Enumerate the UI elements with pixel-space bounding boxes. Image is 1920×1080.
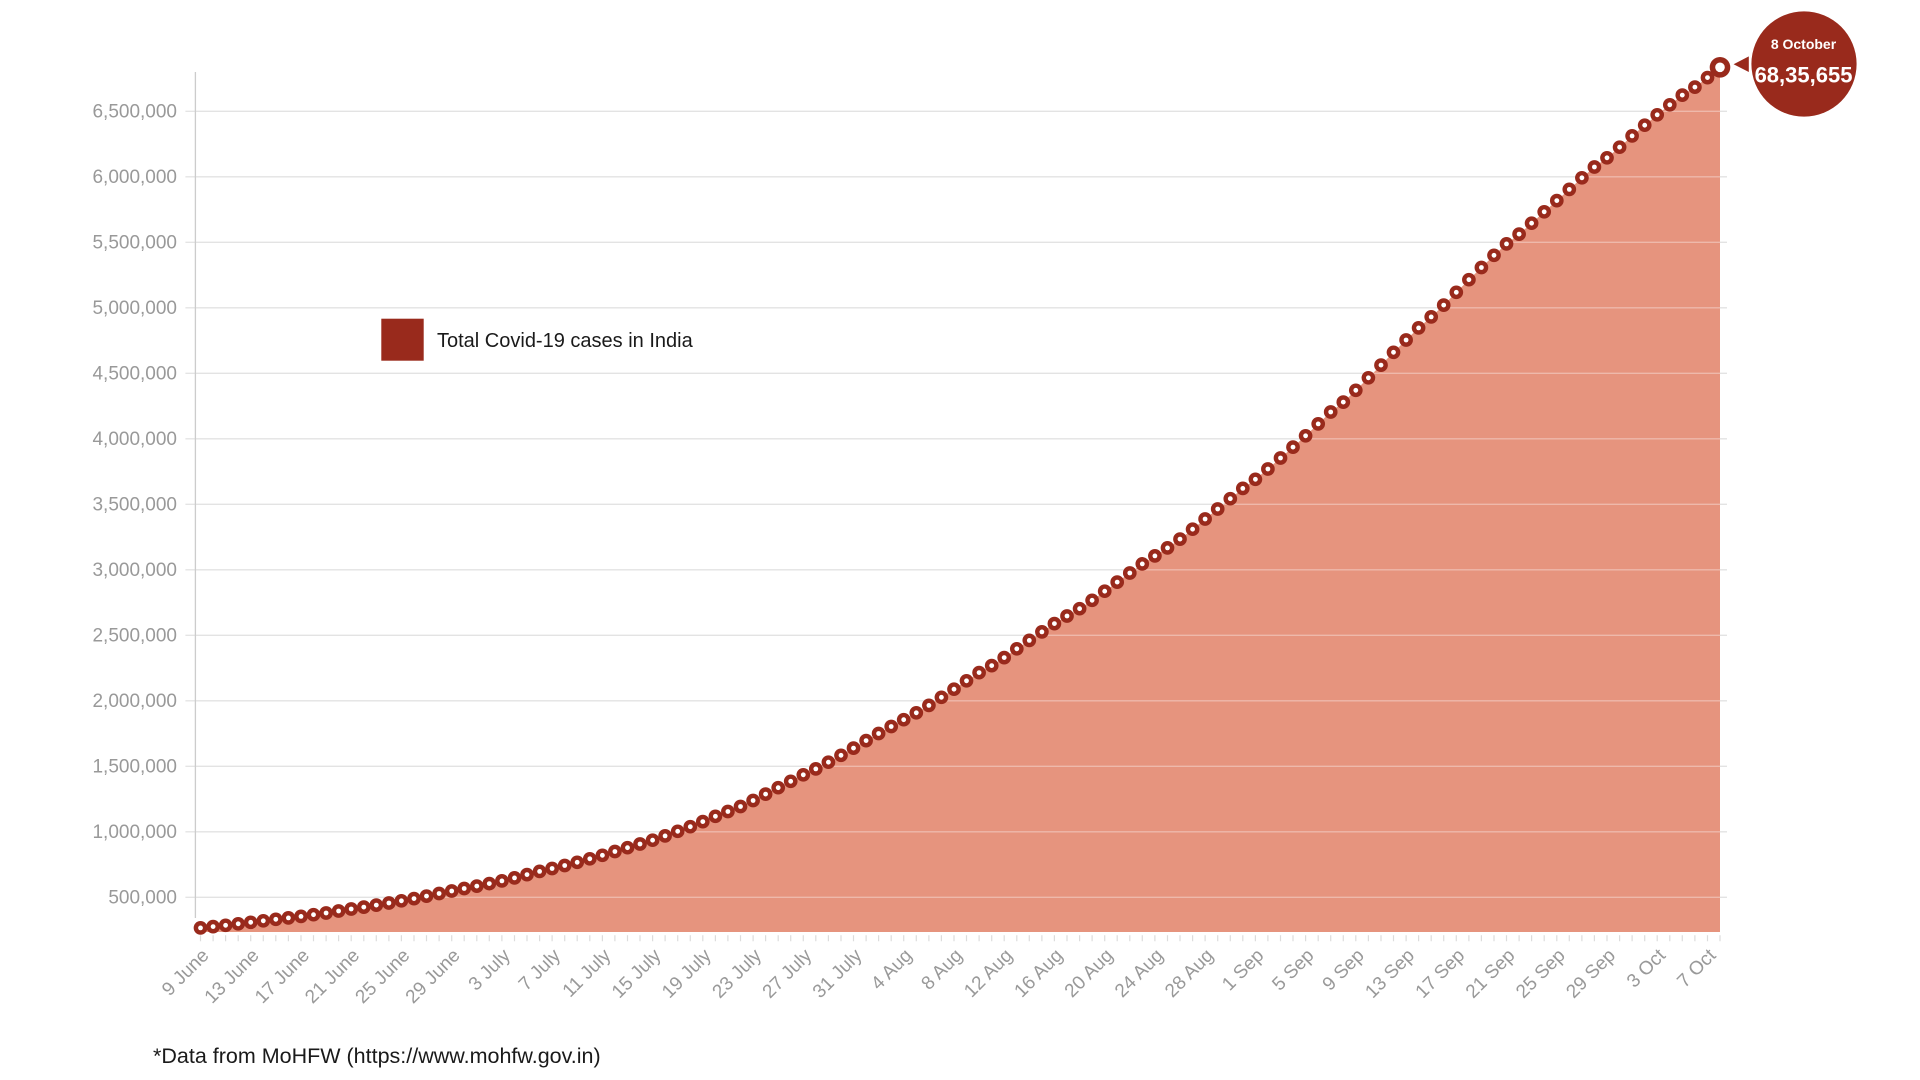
svg-text:6,500,000: 6,500,000 <box>92 102 177 123</box>
svg-text:68,35,655: 68,35,655 <box>1755 63 1853 88</box>
svg-text:*Data from MoHFW (https://www.: *Data from MoHFW (https://www.mohfw.gov.… <box>153 1044 601 1068</box>
svg-text:1,500,000: 1,500,000 <box>92 757 177 778</box>
svg-text:500,000: 500,000 <box>108 888 177 909</box>
svg-text:3,500,000: 3,500,000 <box>92 495 177 516</box>
svg-text:Total Covid-19 cases in India: Total Covid-19 cases in India <box>437 330 694 352</box>
svg-text:5,500,000: 5,500,000 <box>92 233 177 254</box>
svg-text:1,000,000: 1,000,000 <box>92 822 177 843</box>
svg-text:6,000,000: 6,000,000 <box>92 167 177 188</box>
svg-text:8 October: 8 October <box>1771 36 1837 52</box>
svg-text:2,000,000: 2,000,000 <box>92 691 177 712</box>
svg-text:4,000,000: 4,000,000 <box>92 429 177 450</box>
svg-text:4,500,000: 4,500,000 <box>92 364 177 385</box>
svg-text:5,000,000: 5,000,000 <box>92 298 177 319</box>
svg-text:2,500,000: 2,500,000 <box>92 626 177 647</box>
svg-text:3,000,000: 3,000,000 <box>92 560 177 581</box>
